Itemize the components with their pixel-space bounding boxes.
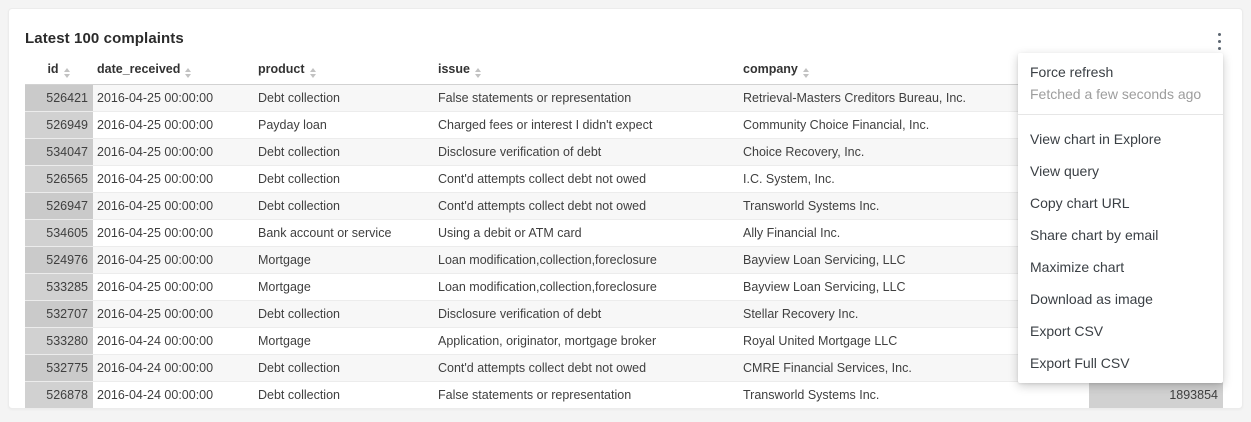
- cell-date-received: 2016-04-25 00:00:00: [93, 138, 254, 166]
- menu-item-download-as-image[interactable]: Download as image: [1030, 291, 1153, 307]
- cell-product: Debt collection: [254, 381, 434, 409]
- chart-title: Latest 100 complaints: [25, 30, 184, 47]
- cell-date-received: 2016-04-25 00:00:00: [93, 273, 254, 301]
- cell-company: Transworld Systems Inc.: [739, 381, 1089, 409]
- cell-product: Payday loan: [254, 111, 434, 139]
- cell-date-received: 2016-04-25 00:00:00: [93, 192, 254, 220]
- column-header-product[interactable]: product: [254, 57, 434, 85]
- cell-id: 526947: [25, 192, 93, 220]
- menu-item-export-full-csv[interactable]: Export Full CSV: [1030, 355, 1130, 371]
- column-header-issue[interactable]: issue: [434, 57, 739, 85]
- cell-product: Mortgage: [254, 273, 434, 301]
- sort-icon[interactable]: [63, 68, 70, 79]
- sort-icon[interactable]: [185, 68, 192, 79]
- cell-date-received: 2016-04-25 00:00:00: [93, 219, 254, 247]
- cell-issue: Charged fees or interest I didn't expect: [434, 111, 739, 139]
- menu-item-maximize-chart[interactable]: Maximize chart: [1030, 259, 1125, 275]
- sort-icon[interactable]: [309, 68, 316, 79]
- cell-id: 532707: [25, 300, 93, 328]
- cell-id: 526421: [25, 84, 93, 112]
- menu-item-force-refresh[interactable]: Force refresh: [1030, 64, 1114, 80]
- cell-date-received: 2016-04-25 00:00:00: [93, 246, 254, 274]
- cell-id: 534047: [25, 138, 93, 166]
- kebab-dot: [1217, 32, 1221, 36]
- cell-date-received: 2016-04-24 00:00:00: [93, 381, 254, 409]
- cell-id: 534605: [25, 219, 93, 247]
- menu-divider: [1018, 114, 1223, 115]
- cell-id: 526949: [25, 111, 93, 139]
- fetched-status-text: Fetched a few seconds ago: [1030, 86, 1202, 102]
- cell-id: 524976: [25, 246, 93, 274]
- sort-icon[interactable]: [802, 68, 809, 79]
- menu-item-view-query[interactable]: View query: [1030, 163, 1100, 179]
- cell-issue: Using a debit or ATM card: [434, 219, 739, 247]
- cell-issue: Loan modification,collection,foreclosure: [434, 273, 739, 301]
- cell-issue: Disclosure verification of debt: [434, 300, 739, 328]
- cell-product: Mortgage: [254, 246, 434, 274]
- cell-date-received: 2016-04-25 00:00:00: [93, 84, 254, 112]
- kebab-dot: [1217, 39, 1221, 43]
- cell-product: Debt collection: [254, 138, 434, 166]
- cell-product: Mortgage: [254, 327, 434, 355]
- cell-id: 533280: [25, 327, 93, 355]
- sort-icon[interactable]: [474, 68, 481, 79]
- cell-value: 1893854: [1089, 381, 1223, 409]
- cell-date-received: 2016-04-25 00:00:00: [93, 165, 254, 193]
- cell-product: Debt collection: [254, 354, 434, 382]
- menu-item-export-csv[interactable]: Export CSV: [1030, 323, 1104, 339]
- cell-issue: False statements or representation: [434, 84, 739, 112]
- cell-date-received: 2016-04-24 00:00:00: [93, 354, 254, 382]
- menu-item-copy-chart-url[interactable]: Copy chart URL: [1030, 195, 1130, 211]
- cell-date-received: 2016-04-25 00:00:00: [93, 300, 254, 328]
- chart-options-menu: Force refresh Fetched a few seconds ago …: [1018, 53, 1223, 383]
- cell-date-received: 2016-04-25 00:00:00: [93, 111, 254, 139]
- menu-item-share-chart-by-email[interactable]: Share chart by email: [1030, 227, 1159, 243]
- column-header-id[interactable]: id: [25, 57, 93, 85]
- cell-issue: False statements or representation: [434, 381, 739, 409]
- cell-id: 532775: [25, 354, 93, 382]
- table-row: 526878 2016-04-24 00:00:00 Debt collecti…: [25, 381, 1223, 409]
- cell-issue: Loan modification,collection,foreclosure: [434, 246, 739, 274]
- cell-product: Bank account or service: [254, 219, 434, 247]
- chart-options-kebab-icon[interactable]: [1209, 26, 1229, 56]
- cell-id: 526565: [25, 165, 93, 193]
- cell-issue: Disclosure verification of debt: [434, 138, 739, 166]
- kebab-dot: [1217, 46, 1221, 50]
- cell-product: Debt collection: [254, 165, 434, 193]
- cell-date-received: 2016-04-24 00:00:00: [93, 327, 254, 355]
- cell-id: 533285: [25, 273, 93, 301]
- cell-issue: Cont'd attempts collect debt not owed: [434, 192, 739, 220]
- cell-issue: Cont'd attempts collect debt not owed: [434, 165, 739, 193]
- cell-issue: Cont'd attempts collect debt not owed: [434, 354, 739, 382]
- cell-product: Debt collection: [254, 300, 434, 328]
- chart-card: Latest 100 complaints id date_received p…: [8, 8, 1243, 409]
- cell-product: Debt collection: [254, 192, 434, 220]
- cell-id: 526878: [25, 381, 93, 409]
- column-header-date-received[interactable]: date_received: [93, 57, 254, 85]
- menu-item-view-chart-in-explore[interactable]: View chart in Explore: [1030, 131, 1162, 147]
- cell-issue: Application, originator, mortgage broker: [434, 327, 739, 355]
- cell-product: Debt collection: [254, 84, 434, 112]
